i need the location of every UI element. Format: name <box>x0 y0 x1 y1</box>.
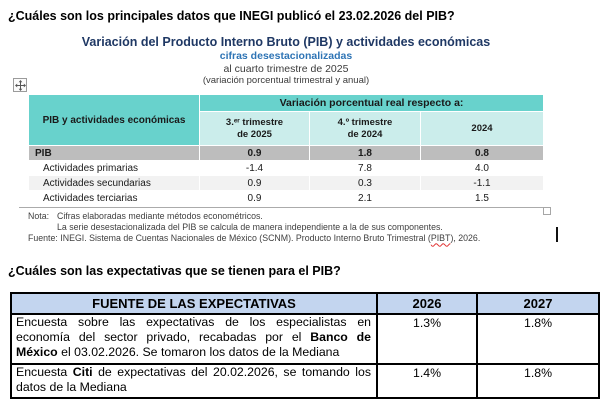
table-resize-handle[interactable] <box>543 207 551 215</box>
text-cursor <box>556 227 558 242</box>
gdp-group-header: Variación porcentual real respecto a: <box>200 95 543 111</box>
note-label: Nota: <box>28 211 50 221</box>
gdp-table-subtitle-2: al cuarto trimestre de 2025 <box>223 63 349 75</box>
row-label-secundarias: Actividades secundarias <box>29 176 199 190</box>
exp-header-2027: 2027 <box>476 292 600 315</box>
table-row-secundarias: Actividades secundarias 0.9 0.3 -1.1 <box>29 176 543 190</box>
table-move-handle[interactable] <box>13 78 27 92</box>
note-line-2: La serie desestacionalizada del PIB se c… <box>57 221 443 232</box>
gdp-table-titles: Variación del Producto Interno Bruto (PI… <box>28 35 544 87</box>
gdp-col-header-q4-2024: 4.º trimestre de 2024 <box>310 112 420 145</box>
exp-header-source: FUENTE DE LAS EXPECTATIVAS <box>10 292 378 315</box>
citi-2026-value: 1.4% <box>376 362 478 400</box>
banxico-2026-value: 1.3% <box>376 313 478 365</box>
table-row-pib: PIB 0.9 1.8 0.8 <box>29 146 543 160</box>
gdp-table-notes: Nota: Cifras elaboradas mediante métodos … <box>28 211 568 243</box>
gdp-table-title: Variación del Producto Interno Bruto (PI… <box>81 35 491 49</box>
table-row-citi-survey: Encuesta Citi de expectativas del 20.02.… <box>10 362 600 400</box>
bold-banco-de-mexico: Banco de México <box>16 330 371 360</box>
note-line-1: Nota: Cifras elaboradas mediante métodos … <box>28 211 263 221</box>
row-label-primarias: Actividades primarias <box>43 162 139 174</box>
citi-2027-value: 1.8% <box>476 362 600 400</box>
expectations-header-row: FUENTE DE LAS EXPECTATIVAS 2026 2027 <box>10 292 600 315</box>
question-1: ¿Cuáles son los principales datos que IN… <box>8 9 455 23</box>
table-row-banxico-survey: Encuesta sobre las expectativas de los e… <box>10 313 600 365</box>
source-line: Fuente: INEGI. Sistema de Cuentas Nacion… <box>28 232 481 243</box>
question-2: ¿Cuáles son las expectativas que se tien… <box>8 264 341 278</box>
banxico-2027-value: 1.8% <box>476 313 600 365</box>
move-icon <box>14 79 26 91</box>
gdp-table-bottom-border <box>19 207 546 208</box>
citi-survey-description: Encuesta Citi de expectativas del 20.02.… <box>10 362 378 400</box>
banxico-survey-description: Encuesta sobre las expectativas de los e… <box>10 313 378 365</box>
gdp-table-subtitle-3: (variación porcentual trimestral y anual… <box>202 75 370 86</box>
gdp-col-header-q3-2025: 3.ᵉʳ trimestre de 2025 <box>200 112 309 145</box>
gdp-table: PIB y actividades económicas Variación p… <box>28 94 544 206</box>
row-label-terciarias: Actividades terciarias <box>43 192 138 204</box>
gdp-corner-header: PIB y actividades económicas <box>29 95 199 145</box>
gdp-column-headers-row: 3.ᵉʳ trimestre de 2025 4.º trimestre de … <box>29 112 543 145</box>
spellcheck-flagged-word: PIBT <box>430 232 451 243</box>
gdp-table-subtitle-1: cifras desestacionalizadas <box>219 50 353 62</box>
table-row-primarias: Actividades primarias -1.4 7.8 4.0 <box>29 161 543 175</box>
gdp-col-header-2024: 2024 <box>421 112 543 145</box>
bold-citi: Citi <box>72 364 93 379</box>
row-label-pib: PIB <box>29 146 199 160</box>
pib-q4-value: 1.8 <box>310 146 420 160</box>
expectations-table: FUENTE DE LAS EXPECTATIVAS 2026 2027 Enc… <box>10 292 600 400</box>
table-row-terciarias: Actividades terciarias 0.9 2.1 1.5 <box>29 191 543 205</box>
exp-header-2026: 2026 <box>376 292 478 315</box>
pib-q3-value: 0.9 <box>200 146 309 160</box>
pib-2024-value: 0.8 <box>421 146 543 160</box>
